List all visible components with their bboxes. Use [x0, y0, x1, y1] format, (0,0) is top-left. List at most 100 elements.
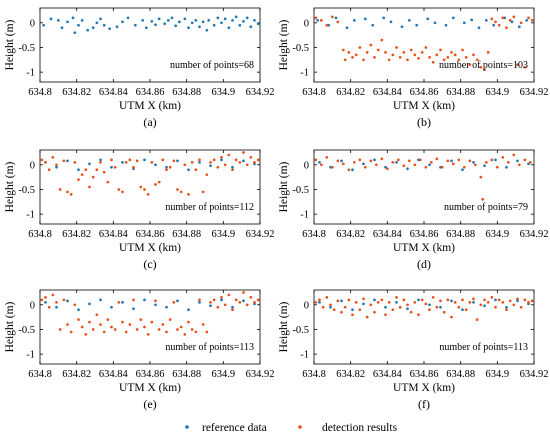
data-point: [121, 300, 124, 304]
y-axis-label: Height (m): [4, 19, 16, 70]
data-point: [66, 159, 69, 163]
x-tick-label: 634.82: [62, 87, 91, 98]
x-tick-label: 634.84: [99, 369, 129, 380]
data-point: [40, 158, 44, 162]
data-point: [165, 330, 168, 334]
y-tick-label: 0: [30, 160, 35, 171]
data-point: [365, 315, 369, 319]
data-point: [319, 18, 323, 22]
data-point: [523, 65, 527, 69]
data-point: [132, 165, 135, 169]
data-point: [47, 168, 51, 172]
data-point: [376, 48, 380, 52]
y-tick-label: 0: [304, 18, 309, 29]
data-point: [497, 23, 501, 27]
data-point: [415, 23, 419, 27]
data-point: [486, 300, 490, 304]
x-tick-label: 634.8: [28, 229, 52, 240]
panel-b: 0 -0.5 -1 634.8 634.82 634.84 634.86 634.88 634.…: [278, 7, 548, 129]
data-point: [212, 158, 216, 162]
data-point: [166, 18, 170, 22]
data-point: [484, 18, 488, 22]
data-point: [387, 58, 391, 62]
data-point: [352, 160, 356, 164]
data-point: [176, 188, 179, 191]
panel-label: (b): [417, 115, 431, 129]
data-point: [384, 165, 387, 169]
data-point: [84, 333, 88, 336]
data-point: [451, 162, 455, 166]
data-point: [121, 20, 124, 24]
data-point: [439, 48, 442, 52]
data-point: [170, 16, 174, 20]
data-point: [396, 158, 400, 162]
data-point: [73, 160, 77, 164]
data-point: [382, 16, 386, 20]
data-point: [334, 16, 338, 20]
legend-marker-detection: [298, 425, 302, 429]
data-point: [341, 162, 345, 166]
points-count-annotation: number of points=112: [165, 202, 254, 213]
data-point: [174, 24, 178, 28]
data-point: [516, 299, 519, 303]
data-point: [194, 168, 198, 172]
legend-label-detection: detection results: [322, 422, 398, 434]
data-point: [187, 26, 190, 30]
data-point: [429, 160, 433, 164]
x-tick-label: 634.88: [172, 229, 201, 240]
data-point: [66, 20, 69, 24]
data-point: [99, 298, 102, 302]
data-point: [212, 23, 216, 27]
data-point: [66, 323, 69, 326]
data-point: [351, 308, 354, 312]
data-point: [227, 153, 231, 157]
data-point: [446, 55, 450, 59]
data-point: [40, 298, 44, 302]
data-point: [508, 299, 512, 303]
x-tick-label: 634.9: [212, 87, 236, 98]
data-point: [319, 163, 323, 167]
data-point: [446, 298, 450, 302]
data-point: [413, 53, 417, 57]
y-axis-label: Height (m): [4, 161, 16, 212]
data-point: [314, 300, 318, 304]
data-point: [106, 180, 110, 184]
data-point: [124, 160, 128, 164]
data-point: [80, 173, 84, 177]
data-point: [86, 28, 90, 32]
series-detection: [40, 291, 260, 336]
data-point: [475, 58, 479, 62]
data-point: [461, 168, 464, 172]
data-point: [62, 159, 66, 163]
data-point: [91, 328, 95, 331]
data-point: [351, 55, 354, 59]
data-point: [451, 16, 455, 20]
data-point: [395, 46, 398, 49]
points-count-annotation: number of points=68: [170, 60, 254, 71]
data-point: [223, 17, 227, 21]
y-axis-label: Height (m): [4, 301, 16, 352]
x-tick-label: 634.9: [486, 87, 510, 98]
data-point: [201, 323, 205, 326]
data-point: [77, 168, 80, 172]
data-point: [523, 298, 527, 302]
data-point: [194, 18, 198, 22]
data-point: [245, 303, 249, 307]
data-point: [157, 17, 161, 21]
data-point: [117, 300, 121, 304]
data-point: [77, 23, 80, 27]
y-tick-label: -1: [300, 350, 309, 361]
data-point: [358, 308, 362, 312]
y-tick-label: -0.5: [18, 43, 35, 54]
data-point: [516, 159, 519, 163]
series-reference: [44, 298, 256, 312]
data-point: [242, 159, 245, 163]
data-point: [450, 315, 453, 319]
data-point: [517, 25, 521, 29]
data-point: [527, 16, 530, 20]
data-point: [495, 165, 499, 169]
x-tick-label: 634.92: [246, 369, 275, 380]
data-point: [168, 318, 172, 321]
data-point: [362, 297, 365, 301]
data-point: [44, 300, 47, 304]
